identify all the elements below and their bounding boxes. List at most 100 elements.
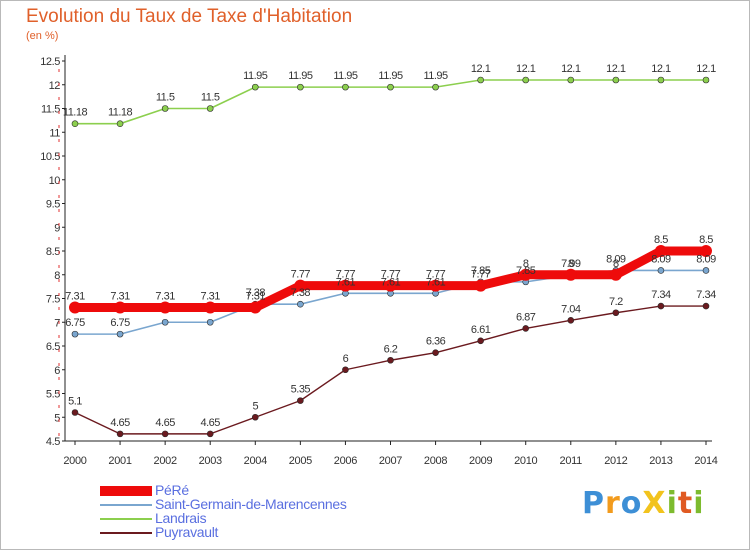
logo-letter: P <box>582 486 605 521</box>
logo-letter: X <box>642 486 667 521</box>
data-point <box>249 301 262 314</box>
data-point <box>114 301 127 314</box>
data-point <box>519 268 532 281</box>
data-label: 7.99 <box>561 258 581 270</box>
data-label: 11.5 <box>156 92 175 104</box>
data-point <box>612 309 620 317</box>
data-label: 11.95 <box>288 70 313 82</box>
data-point <box>567 317 575 324</box>
chart-subtitle: (en %) <box>26 30 59 42</box>
data-label: 7.61 <box>381 276 401 288</box>
data-label: 8 <box>523 258 529 270</box>
data-point <box>206 430 214 438</box>
y-tick-label: 5 <box>54 412 60 424</box>
data-label: 6 <box>343 353 349 365</box>
data-point <box>297 300 304 308</box>
data-label: 4.65 <box>110 417 130 429</box>
data-point <box>294 279 307 292</box>
x-tick-label: 2008 <box>424 455 447 467</box>
data-point <box>71 330 79 338</box>
data-label: 8 <box>613 258 619 270</box>
data-point <box>657 302 665 310</box>
legend-swatch <box>100 518 152 520</box>
data-label: 6.75 <box>65 317 85 329</box>
data-label: 8.09 <box>606 253 626 265</box>
proxiti-logo: ProXiti <box>582 486 705 521</box>
legend-label: Saint-Germain-de-Marencennes <box>155 496 347 512</box>
data-label: 11.95 <box>243 70 268 82</box>
data-label: 11.18 <box>63 107 88 119</box>
data-label: 8.09 <box>651 253 671 265</box>
data-point <box>387 83 394 91</box>
y-tick-label: 6 <box>54 365 60 377</box>
legend-swatch <box>100 504 152 506</box>
data-point <box>161 318 169 326</box>
data-point <box>432 83 439 91</box>
y-tick-label: 11 <box>49 127 60 139</box>
data-point <box>71 409 79 416</box>
data-label: 7.31 <box>155 291 175 303</box>
x-tick-label: 2001 <box>108 455 131 467</box>
data-label: 7.61 <box>336 276 356 288</box>
y-tick-label: 8 <box>54 270 60 282</box>
data-label: 6.36 <box>426 336 446 348</box>
y-tick-label: 12 <box>49 80 61 92</box>
data-point <box>69 301 81 314</box>
data-label: 8.5 <box>699 234 713 246</box>
logo-letter: t <box>677 486 694 521</box>
data-label: 7.77 <box>336 269 356 281</box>
data-point <box>522 325 530 332</box>
x-tick-label: 2003 <box>199 455 222 467</box>
data-point <box>522 76 530 84</box>
data-point <box>612 76 620 84</box>
data-label: 6.61 <box>471 324 491 336</box>
data-point <box>251 413 259 421</box>
data-label: 7.77 <box>471 269 491 281</box>
data-label: 7.85 <box>471 265 491 277</box>
data-label: 7.31 <box>65 291 85 303</box>
y-tick-label: 6.5 <box>46 341 60 353</box>
x-tick-label: 2013 <box>649 455 672 467</box>
data-label: 12.1 <box>696 63 716 75</box>
data-label: 12.1 <box>561 63 581 75</box>
data-point <box>116 430 124 438</box>
logo-letter: o <box>620 486 643 521</box>
data-point <box>387 356 394 364</box>
x-tick-label: 2000 <box>63 455 86 467</box>
data-point <box>609 268 622 281</box>
data-label: 11.95 <box>423 70 448 82</box>
data-label: 11.95 <box>378 70 403 82</box>
x-tick-label: 2004 <box>244 455 267 467</box>
y-tick-label: 8.5 <box>46 246 60 258</box>
data-label: 7.31 <box>246 291 266 303</box>
data-point <box>342 83 349 91</box>
data-label: 5.35 <box>291 384 311 396</box>
x-tick-label: 2011 <box>560 455 583 467</box>
y-tick-label: 12.5 <box>40 56 60 68</box>
data-label: 5 <box>252 400 258 412</box>
logo-letter: i <box>693 486 705 521</box>
data-point <box>204 301 217 314</box>
data-label: 7.38 <box>291 287 311 299</box>
x-tick-label: 2012 <box>604 455 627 467</box>
chart-title: Evolution du Taux de Taxe d'Habitation <box>26 6 353 27</box>
legend-label: PéRé <box>155 482 189 498</box>
y-tick-label: 10 <box>49 175 61 187</box>
data-point <box>564 268 577 281</box>
logo-letter: i <box>666 486 678 521</box>
data-point <box>702 76 710 84</box>
data-label: 7.04 <box>561 303 581 315</box>
data-label: 7.31 <box>110 291 130 303</box>
data-point <box>657 267 665 274</box>
data-label: 6.87 <box>516 311 536 323</box>
legend-swatch <box>100 486 152 496</box>
data-label: 8.5 <box>654 234 668 246</box>
data-point <box>432 349 439 356</box>
data-point <box>477 76 484 84</box>
data-point <box>339 279 352 292</box>
data-point <box>477 337 484 345</box>
data-label: 6.75 <box>110 317 130 329</box>
data-point <box>342 366 349 374</box>
data-point <box>702 302 710 310</box>
